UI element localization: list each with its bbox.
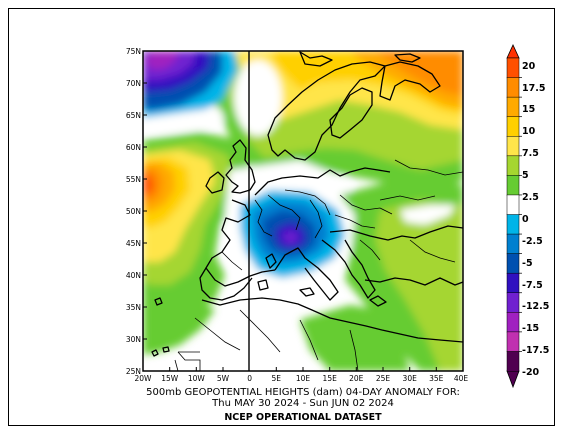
colorbar-label: 10: [522, 126, 536, 137]
colorbar-swatch: [506, 312, 520, 333]
lon-label: 20W: [135, 374, 153, 383]
figure-title-line2: Thu MAY 30 2024 - Sun JUN 02 2024: [212, 398, 394, 409]
figure-frame: [8, 8, 555, 426]
colorbar-bottom-arrow: [506, 370, 520, 389]
colorbar-swatch: [506, 155, 520, 176]
country-borders: [174, 159, 463, 371]
lat-label: 25N: [126, 367, 141, 376]
colorbar-label: -20: [522, 367, 540, 378]
lon-label: 10W: [188, 374, 206, 383]
colorbar-labels: 20 17.5 15 10 7.5 5 2.5 0 -2.5 -5 -7.5 -…: [522, 61, 549, 378]
colorbar-label: -5: [522, 258, 533, 269]
lat-label: 55N: [126, 175, 141, 184]
colorbar-swatch: [506, 292, 520, 313]
lon-label: 0: [247, 374, 252, 383]
lat-label: 75N: [126, 47, 141, 56]
lat-label: 45N: [126, 239, 141, 248]
colorbar-label: 5: [522, 170, 529, 181]
lon-label: 20E: [349, 374, 364, 383]
colorbar-swatch: [506, 77, 520, 98]
lon-label: 30E: [403, 374, 418, 383]
lat-label: 60N: [126, 143, 141, 152]
lon-label: 10E: [296, 374, 311, 383]
colorbar-label: -2.5: [522, 236, 543, 247]
lon-label: 15E: [323, 374, 338, 383]
colorbar: 20 17.5 15 10 7.5 5 2.5 0 -2.5 -5 -7.5 -…: [506, 44, 549, 389]
colorbar-top-arrow: [506, 44, 520, 59]
colorbar-label: 7.5: [522, 148, 539, 159]
colorbar-label: -12.5: [522, 301, 549, 312]
colorbar-swatch: [506, 233, 520, 255]
lon-label: 15W: [161, 374, 179, 383]
colorbar-swatch: [506, 253, 520, 274]
colorbar-swatch: [506, 194, 520, 216]
colorbar-label: 2.5: [522, 192, 539, 203]
colorbar-label: 15: [522, 104, 535, 115]
axis-ticks: [143, 50, 437, 372]
colorbar-swatch: [506, 96, 520, 118]
colorbar-label: -15: [522, 323, 539, 334]
lat-label: 65N: [126, 111, 141, 120]
coastlines: [151, 51, 463, 357]
lon-label: 40E: [454, 374, 469, 383]
colorbar-swatch: [506, 272, 520, 294]
longitude-labels: 20W 15W 10W 5W 0 5E 10E 15E 20E 25E 30E …: [135, 374, 469, 383]
dataset-label: NCEP OPERATIONAL DATASET: [224, 412, 382, 423]
lon-label: 5E: [272, 374, 282, 383]
colorbar-label: 20: [522, 61, 536, 72]
latitude-labels: 75N 70N 65N 60N 55N 50N 45N 40N 35N 30N …: [126, 47, 141, 376]
lat-label: 35N: [126, 303, 141, 312]
lon-label: 5W: [217, 374, 230, 383]
lon-label: 35E: [429, 374, 444, 383]
colorbar-swatch: [506, 331, 520, 352]
colorbar-label: 17.5: [522, 83, 545, 94]
lat-label: 30N: [126, 335, 141, 344]
colorbar-swatch: [506, 116, 520, 137]
colorbar-label: -7.5: [522, 280, 543, 291]
anomaly-shading: [143, 51, 463, 371]
lat-label: 50N: [126, 207, 141, 216]
lat-label: 40N: [126, 271, 141, 280]
lat-label: 70N: [126, 79, 141, 88]
colorbar-label: 0: [522, 214, 529, 225]
colorbar-label: -17.5: [522, 345, 549, 356]
figure-title-line1: 500mb GEOPOTENTIAL HEIGHTS (dam) 04-DAY …: [146, 387, 460, 398]
colorbar-swatch: [506, 214, 520, 235]
colorbar-swatch: [506, 57, 520, 79]
colorbar-swatch: [506, 136, 520, 157]
colorbar-swatch: [506, 351, 520, 372]
lon-label: 25E: [376, 374, 391, 383]
colorbar-swatch: [506, 175, 520, 196]
